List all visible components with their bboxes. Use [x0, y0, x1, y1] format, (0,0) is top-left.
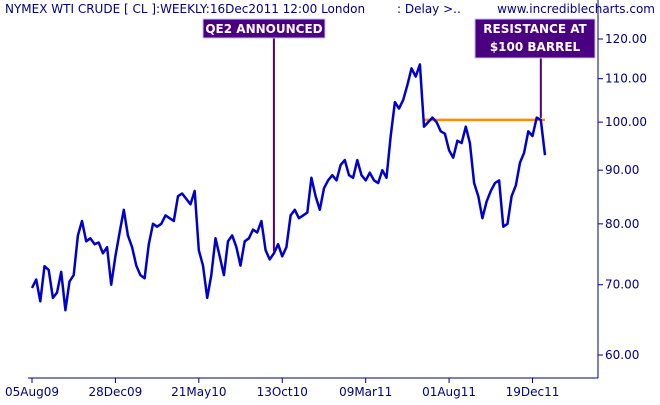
- x-tick-label: 01Aug11: [422, 385, 476, 399]
- annotation-resistance-text-line-2: $100 BARREL: [490, 40, 581, 54]
- price-series-line: [30, 63, 547, 312]
- y-tick-label: 60.00: [605, 348, 639, 362]
- x-tick-label: 21May10: [171, 385, 226, 399]
- x-tick-label: 28Dec09: [89, 385, 143, 399]
- x-tick-label: 19Dec11: [506, 385, 560, 399]
- x-tick-label: 09Mar11: [339, 385, 392, 399]
- annotation-resistance: RESISTANCE AT $100 BARREL: [474, 18, 596, 118]
- annotation-qe2: QE2 ANNOUNCED: [202, 18, 326, 252]
- y-tick-label: 100.00: [605, 115, 647, 129]
- chart-title: NYMEX WTI CRUDE [ CL ]:WEEKLY:16Dec2011 …: [5, 2, 365, 16]
- y-tick-label: 120.00: [605, 32, 647, 46]
- x-tick-label: 13Oct10: [257, 385, 308, 399]
- annotation-qe2-text: QE2 ANNOUNCED: [205, 22, 322, 36]
- source-url[interactable]: www.incrediblecharts.com: [497, 2, 655, 16]
- x-tick-label: 05Aug09: [5, 385, 59, 399]
- y-tick-label: 110.00: [605, 72, 647, 86]
- y-axis-ticks: 60.00 70.00 80.00 90.00 100.00 110.00 120.00: [598, 32, 647, 362]
- y-tick-label: 70.00: [605, 278, 639, 292]
- y-tick-label: 80.00: [605, 217, 639, 231]
- annotation-resistance-box: [474, 18, 596, 59]
- annotation-resistance-text-line-1: RESISTANCE AT: [483, 22, 587, 36]
- annotation-qe2-box: [202, 18, 326, 39]
- x-axis-ticks: 05Aug09 28Dec09 21May10 13Oct10 09Mar11 01Aug…: [5, 378, 559, 399]
- y-tick-label: 90.00: [605, 163, 639, 177]
- chart-status: : Delay >..: [397, 2, 461, 16]
